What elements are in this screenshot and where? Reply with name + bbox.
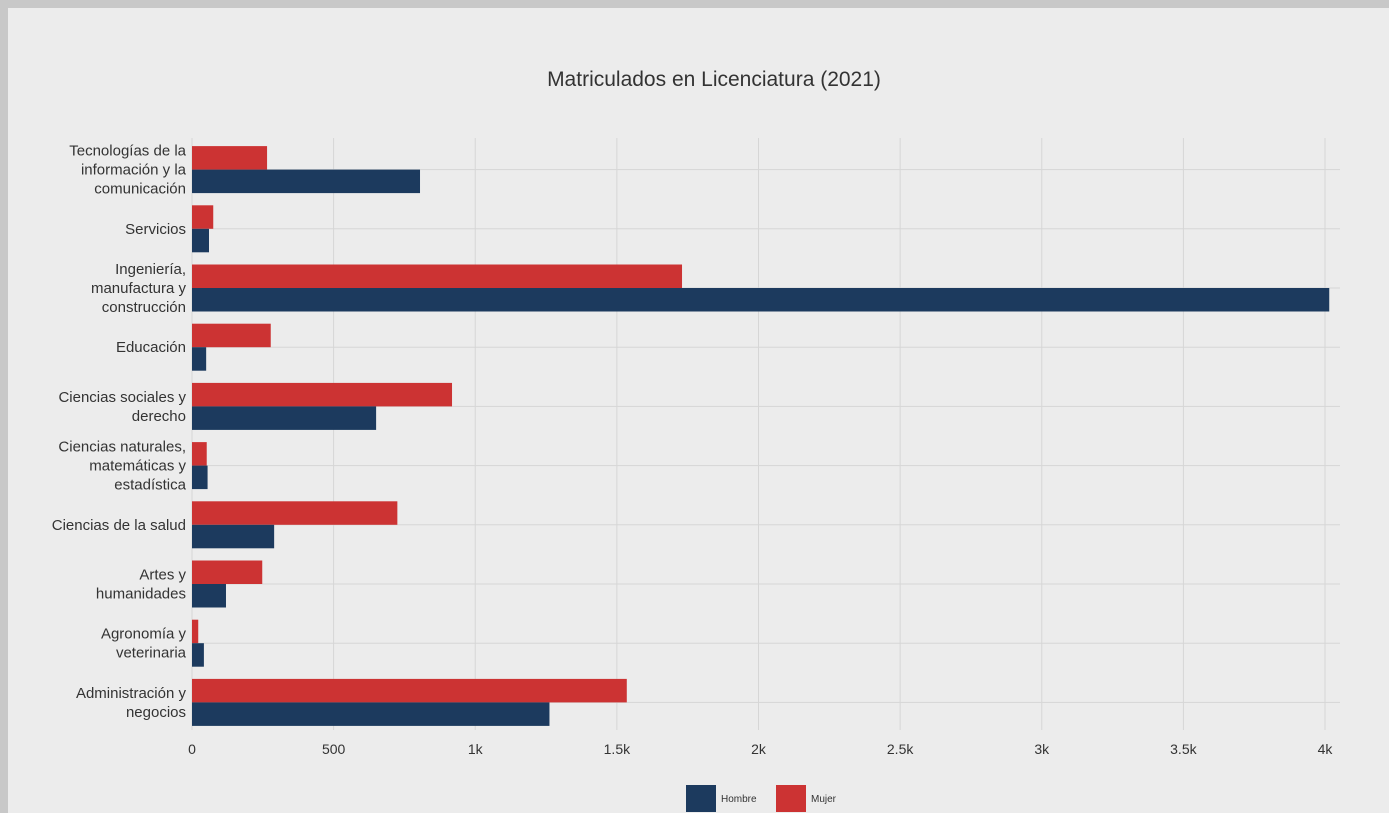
x-tick-label-4: 2k <box>751 741 767 757</box>
bar-hombre-1[interactable] <box>192 228 209 253</box>
category-label-4: Ciencias sociales y derecho <box>58 389 186 425</box>
category-label-2: Ingeniería, manufactura y construcción <box>91 261 187 316</box>
bar-hombre-9[interactable] <box>192 702 550 726</box>
bar-hombre-8[interactable] <box>192 643 204 667</box>
bar-mujer-5[interactable] <box>192 442 207 466</box>
x-tick-label-2: 1k <box>468 741 484 757</box>
bar-hombre-4[interactable] <box>192 406 377 430</box>
bar-mujer-6[interactable] <box>192 501 398 525</box>
category-label-8: Agronomía y veterinaria <box>101 626 187 662</box>
bar-hombre-3[interactable] <box>192 347 207 371</box>
bar-mujer-1[interactable] <box>192 205 214 229</box>
bar-mujer-9[interactable] <box>192 678 627 703</box>
bar-mujer-8[interactable] <box>192 619 199 644</box>
bar-hombre-5[interactable] <box>192 465 208 490</box>
category-label-5: Ciencias naturales, matemáticas y estadíst… <box>58 439 186 494</box>
bar-hombre-7[interactable] <box>192 584 226 608</box>
x-tick-label-0: 0 <box>188 741 196 757</box>
category-label-6: Ciencias de la salud <box>52 517 186 534</box>
x-tick-label-1: 500 <box>322 741 346 757</box>
x-tick-label-3: 1.5k <box>604 741 631 757</box>
bar-mujer-3[interactable] <box>192 323 271 348</box>
chart-title: Matriculados en Licenciatura (2021) <box>547 68 881 91</box>
x-tick-labels: 0 500 1k 1.5k 2k 2.5k 3k 3.5k 4k <box>188 741 1333 757</box>
legend[interactable]: Hombre Mujer <box>686 785 837 812</box>
legend-hombre-label[interactable]: Hombre <box>721 794 757 805</box>
bar-mujer-2[interactable] <box>192 264 683 289</box>
legend-mujer-swatch[interactable] <box>776 785 806 812</box>
legend-hombre-swatch[interactable] <box>686 785 716 812</box>
x-tick-label-7: 3.5k <box>1170 741 1197 757</box>
bar-mujer-4[interactable] <box>192 382 453 407</box>
category-label-3: Educación <box>116 339 186 356</box>
bar-hombre-2[interactable] <box>192 288 1330 312</box>
category-label-7: Artes y humanidades <box>96 567 187 603</box>
bar-hombre-6[interactable] <box>192 524 275 549</box>
bars-layer <box>192 146 1330 726</box>
x-tick-label-5: 2.5k <box>887 741 914 757</box>
bar-mujer-0[interactable] <box>192 146 268 170</box>
legend-mujer-label[interactable]: Mujer <box>811 794 837 805</box>
bar-mujer-7[interactable] <box>192 560 263 585</box>
x-tick-label-8: 4k <box>1318 741 1334 757</box>
bar-hombre-0[interactable] <box>192 169 421 194</box>
grid-layer <box>191 138 1340 730</box>
bar-chart: Matriculados en Licenciatura (2021) Tecn… <box>52 68 1340 812</box>
category-label-0: Tecnologías de la información y la comunic… <box>69 143 186 198</box>
x-tick-label-6: 3k <box>1034 741 1050 757</box>
category-label-1: Servicios <box>125 221 186 238</box>
category-label-9: Administración y negocios <box>76 685 187 721</box>
category-labels: Tecnologías de la información y la comunic… <box>52 143 187 721</box>
